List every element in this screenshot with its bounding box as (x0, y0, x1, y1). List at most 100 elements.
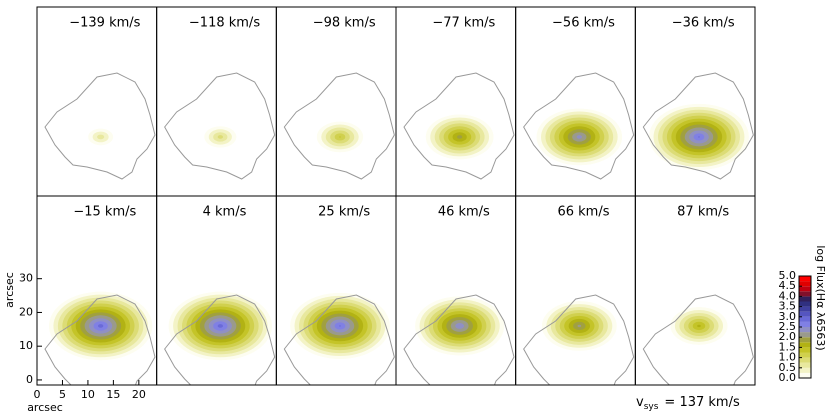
colorbar-band (799, 332, 811, 338)
flux-level (576, 135, 582, 139)
panel-image (642, 294, 754, 385)
panel: −77 km/s (395, 6, 517, 197)
panel-image (164, 72, 276, 180)
panel-frame (36, 6, 158, 197)
panel: −36 km/s (634, 6, 756, 197)
colorbar-band (799, 327, 811, 333)
vsys-label: vsys = 137 km/s (636, 395, 740, 412)
panel-label: 46 km/s (438, 205, 490, 220)
colorbar-band (799, 286, 811, 292)
panel: −15 km/s 0 5 10 15 20 0 10 20 30 (19, 195, 158, 401)
x-tick-label: 20 (132, 388, 146, 401)
panel-image (642, 72, 754, 180)
panel-frame (515, 6, 636, 197)
flux-level (456, 135, 463, 139)
panel-label: −139 km/s (69, 16, 140, 31)
vsys-symbol: v (636, 395, 644, 410)
contour (44, 294, 156, 385)
panel-image (403, 294, 515, 385)
panel-frame (395, 195, 517, 386)
colorbar-tick-label: 3.0 (779, 310, 797, 323)
colorbar-band (799, 362, 811, 368)
colorbar-band (799, 352, 811, 358)
y-tick-label: 0 (26, 373, 33, 386)
panel-label: 4 km/s (203, 205, 247, 220)
panel-image (283, 292, 395, 385)
contour (642, 72, 754, 180)
contour (283, 294, 395, 385)
panel-label: −98 km/s (313, 16, 376, 31)
contour (523, 294, 635, 385)
colorbar-label: log Flux(Hα λ6563) (814, 245, 827, 350)
x-axis-label: arcsec (27, 401, 63, 414)
panel: 66 km/s (515, 195, 636, 386)
contour (283, 72, 395, 180)
colorbar-band (799, 281, 811, 287)
x-tick-label: 10 (81, 388, 95, 401)
flux-level (339, 136, 341, 138)
colorbar-tick-label: 2.0 (779, 330, 797, 343)
panel: −98 km/s (275, 6, 397, 197)
colorbar-band (799, 372, 811, 378)
flux-level (97, 134, 105, 140)
contour (642, 294, 754, 385)
panel-frame (395, 6, 517, 197)
panel: 46 km/s (395, 195, 517, 386)
contour (403, 72, 515, 180)
vsys-subscript: sys (644, 402, 659, 412)
panel-label: −77 km/s (432, 16, 495, 31)
y-tick-label: 10 (19, 339, 33, 352)
colorbar-tick-label: 4.5 (779, 279, 797, 292)
flux-level (698, 136, 700, 138)
colorbar-tick-label: 3.5 (779, 300, 797, 313)
panel-label: 87 km/s (677, 205, 729, 220)
panel-image (283, 72, 395, 180)
contour (164, 72, 276, 180)
colorbar-band (799, 321, 811, 327)
panel: −118 km/s (156, 6, 277, 197)
contour (44, 72, 156, 180)
colorbar-tick-label: 5.0 (779, 269, 797, 282)
colorbar-band (799, 291, 811, 297)
flux-level (339, 325, 341, 327)
panel-image (164, 291, 276, 385)
panel-label: −56 km/s (552, 16, 615, 31)
panel-label: −36 km/s (672, 16, 735, 31)
panel-image (523, 72, 635, 180)
colorbar-band (799, 296, 811, 302)
colorbar-band (799, 276, 811, 282)
panel-label: −118 km/s (189, 16, 260, 31)
panel: −56 km/s (515, 6, 636, 197)
panel-image (44, 72, 156, 180)
panel-label: 25 km/s (318, 205, 370, 220)
contour (403, 294, 515, 385)
x-tick-label: 5 (59, 388, 66, 401)
y-tick-label: 30 (19, 272, 33, 285)
flux-level (217, 324, 223, 328)
flux-level (697, 324, 701, 328)
panel-frame (156, 6, 277, 197)
panel: 87 km/s (634, 195, 756, 386)
colorbar-tick-label: 0.0 (779, 371, 797, 384)
contour (523, 72, 635, 180)
colorbar-band (799, 301, 811, 307)
colorbar-band (799, 337, 811, 343)
vsys-text: = 137 km/s (664, 395, 740, 410)
panel: 25 km/s (275, 195, 397, 386)
colorbar-tick-label: 4.0 (779, 289, 797, 302)
x-tick-label: 0 (34, 388, 41, 401)
colorbar-band (799, 306, 811, 312)
panel-image (44, 291, 156, 385)
panel-frame (275, 6, 397, 197)
colorbar-band (799, 347, 811, 353)
panel-frame (515, 195, 636, 386)
x-tick-label: 15 (106, 388, 120, 401)
colorbar-tick-label: 2.5 (779, 320, 797, 333)
colorbar-band (799, 357, 811, 363)
colorbar-tick-label: 1.5 (779, 340, 797, 353)
y-axis-label: arcsec (3, 272, 16, 308)
panel: 4 km/s (156, 195, 277, 386)
panel: −139 km/s (36, 6, 158, 197)
